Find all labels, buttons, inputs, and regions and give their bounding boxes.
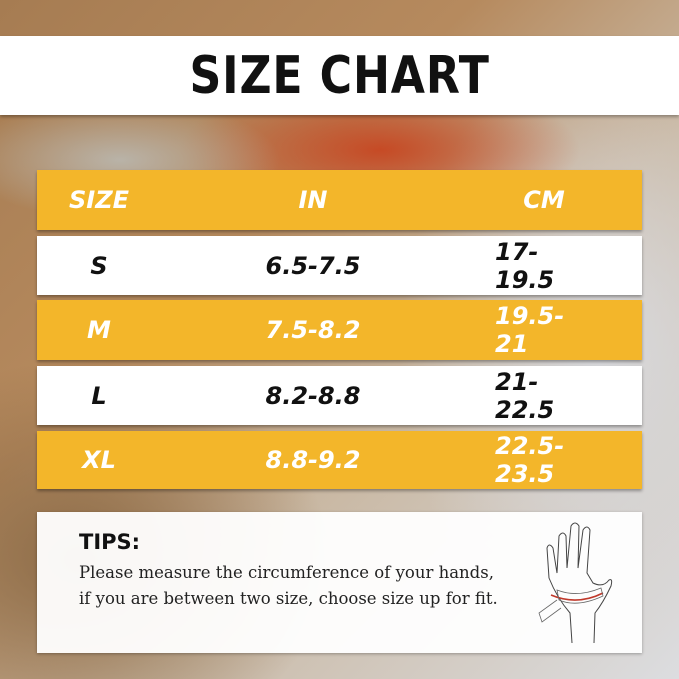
table-row: L 8.2-8.8 21-22.5 — [37, 366, 642, 425]
table-row: M 7.5-8.2 19.5-21 — [37, 300, 642, 360]
cell-cm: 19.5-21 — [495, 302, 565, 358]
tips-heading: TIPS: — [79, 530, 141, 554]
tips-box: TIPS: Please measure the circumference o… — [37, 512, 642, 653]
table-row: S 6.5-7.5 17-19.5 — [37, 236, 642, 295]
cell-in: 8.2-8.8 — [265, 381, 361, 410]
page-title: SIZE CHART — [189, 45, 490, 106]
cell-size: L — [91, 381, 107, 410]
cell-size: M — [87, 316, 111, 344]
title-band: SIZE CHART — [0, 36, 679, 115]
cell-in: 7.5-8.2 — [265, 316, 361, 344]
cell-in: 8.8-9.2 — [265, 446, 361, 474]
header-size: SIZE — [68, 186, 130, 214]
cell-size: XL — [82, 446, 116, 474]
header-cm: CM — [523, 186, 565, 214]
cell-in: 6.5-7.5 — [265, 251, 361, 280]
cell-size: S — [90, 251, 108, 280]
cell-cm: 17-19.5 — [495, 237, 555, 294]
hand-measure-icon — [538, 522, 613, 644]
cell-cm: 22.5-23.5 — [495, 432, 565, 488]
cell-cm: 21-22.5 — [495, 367, 555, 424]
header-in: IN — [298, 186, 328, 214]
table-header: SIZE IN CM — [37, 170, 642, 230]
table-row: XL 8.8-9.2 22.5-23.5 — [37, 431, 642, 489]
tips-text: Please measure the circumference of your… — [79, 563, 498, 608]
